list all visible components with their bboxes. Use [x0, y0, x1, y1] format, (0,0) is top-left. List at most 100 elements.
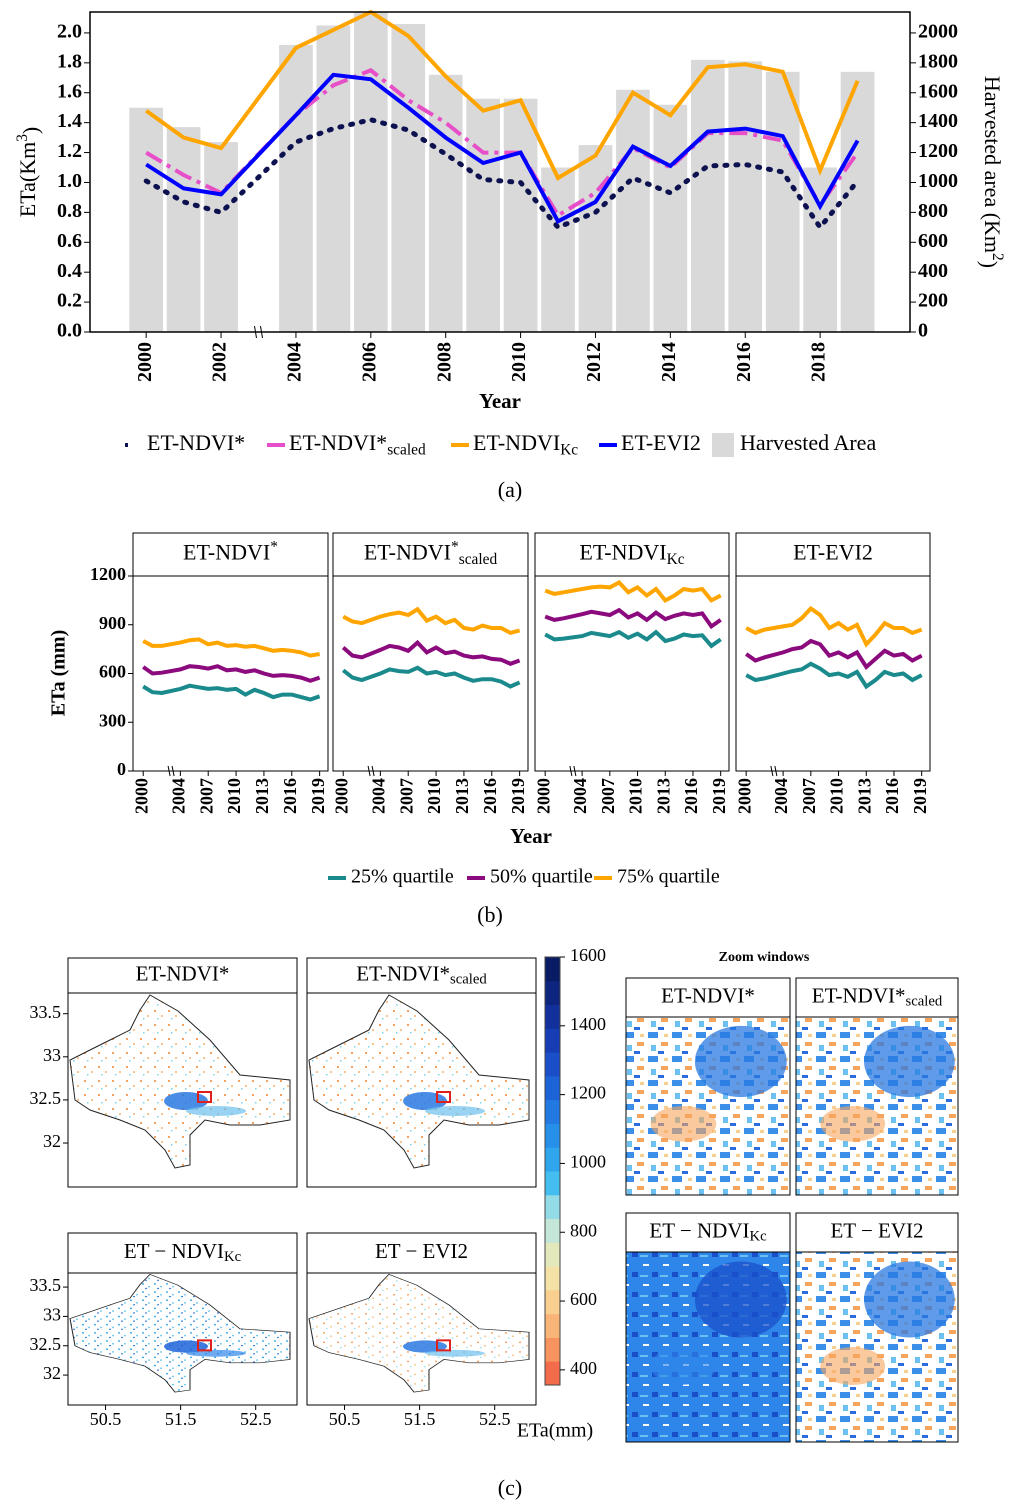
bar: [579, 145, 613, 332]
zoom-title: Zoom windows: [719, 950, 810, 965]
bar: [317, 25, 351, 332]
legend-label-part: Kc: [560, 441, 578, 458]
x-tick-label: 2000: [734, 778, 754, 814]
y-axis-label: ETa (mm): [48, 630, 70, 716]
facet-title-part: ET-EVI2: [793, 540, 873, 565]
x-tick-label: 2016: [681, 778, 701, 814]
legend-label: 50% quartile: [490, 866, 593, 888]
colorbar-segment: [545, 1005, 560, 1029]
x-tick-label: 2007: [396, 778, 416, 814]
x-tick-label: 2008: [433, 342, 455, 382]
y-tick-label: 32: [43, 1131, 61, 1151]
y2-axis-label-part: Harvested area (Km: [980, 76, 1005, 253]
y2-tick-label: 1600: [918, 80, 958, 102]
colorbar-label: ETa(mm): [517, 1420, 593, 1442]
x-tick-label: 2002: [209, 342, 231, 382]
y-tick-label: 1200: [90, 564, 126, 584]
facet-title: ET-EVI2: [793, 540, 873, 565]
x-tick-label: 52.5: [240, 1409, 272, 1429]
colorbar-tick-label: 600: [570, 1289, 597, 1309]
caption: (a): [498, 477, 522, 502]
zoom-field: [651, 1347, 717, 1385]
x-axis-label: Year: [479, 389, 521, 413]
x-tick-label: 2019: [308, 778, 328, 814]
y-tick-label: 0.8: [57, 200, 82, 222]
x-tick-label: 2004: [368, 778, 388, 814]
y-tick-label: 900: [99, 613, 126, 633]
y-tick-label: 32.5: [30, 1088, 62, 1108]
colorbar-segment: [545, 1171, 560, 1195]
zoom-facet-title: ET-NDVI*: [661, 983, 755, 1007]
colorbar-tick-label: 800: [570, 1220, 597, 1240]
page: 0.00.20.40.60.81.01.21.41.61.82.00200400…: [0, 0, 1019, 1510]
x-tick-label: 2004: [168, 778, 188, 814]
irrigated-area: [186, 1106, 246, 1116]
y2-tick-label: 400: [918, 260, 948, 282]
legend-label-part: scaled: [387, 441, 426, 458]
zoom-facet-title-part: ET − NDVI: [649, 1218, 749, 1242]
y-tick-label: 600: [99, 662, 126, 682]
facet-title-part: ET-NDVI: [364, 540, 451, 565]
zoom-field: [864, 1026, 955, 1097]
bar: [504, 99, 538, 332]
legend-label: 25% quartile: [351, 866, 454, 888]
zoom-facet-title-part: ET-NDVI*: [661, 983, 755, 1007]
x-tick-label: 2013: [252, 778, 272, 814]
facet-title-part: scaled: [450, 972, 487, 988]
x-tick-label: 2019: [910, 778, 930, 814]
x-tick-label: 2000: [131, 778, 151, 814]
y2-tick-label: 0: [918, 320, 928, 342]
y-tick-label: 1.0: [57, 170, 82, 192]
x-tick-label: 2004: [284, 342, 306, 382]
legend-label-part: ET-EVI2: [621, 430, 701, 455]
y-tick-label: 0.4: [57, 260, 82, 282]
facet-title-part: Kc: [667, 550, 685, 567]
facet-title-part: Kc: [224, 1250, 242, 1266]
colorbar-segment: [545, 1290, 560, 1314]
y2-tick-label: 1000: [918, 170, 958, 192]
x-tick-label: 51.5: [165, 1409, 197, 1429]
y-tick-label: 32: [43, 1363, 61, 1383]
facet-title-part: *: [451, 538, 459, 555]
colorbar-segment: [545, 1147, 560, 1171]
x-tick-label: 2007: [598, 778, 618, 814]
colorbar-tick-label: 1200: [570, 1083, 606, 1103]
y-axis-label-part: ): [18, 127, 43, 134]
colorbar-tick-label: 1600: [570, 945, 606, 965]
facet-title-part: scaled: [459, 550, 498, 567]
y-tick-label: 2.0: [57, 21, 82, 43]
facet-title-part: *: [270, 538, 278, 555]
legend-label-part: ET-NDVI: [473, 430, 560, 455]
legend-swatch: [712, 433, 734, 457]
facet-title: ET-NDVI*: [136, 961, 230, 985]
y-axis-label-part: ETa(Km: [15, 142, 40, 217]
y-tick-label: 0.0: [57, 320, 82, 342]
y-tick-label: 33: [43, 1305, 61, 1325]
colorbar-segment: [545, 1361, 560, 1385]
x-tick-label: 2004: [570, 778, 590, 814]
y-tick-label: 1.8: [57, 50, 82, 72]
bar: [391, 24, 425, 332]
x-tick-label: 2010: [224, 778, 244, 814]
zoom-facet-title-part: scaled: [906, 994, 943, 1010]
x-tick-label: 2016: [882, 778, 902, 814]
x-tick-label: 2013: [653, 778, 673, 814]
zoom-field: [820, 1347, 885, 1385]
bar: [728, 61, 762, 332]
zoom-field: [695, 1026, 787, 1097]
bar: [279, 45, 313, 332]
y-tick-label: 0: [117, 759, 126, 779]
y-tick-label: 32.5: [30, 1334, 62, 1354]
colorbar-segment: [545, 1266, 560, 1290]
x-tick-label: 52.5: [479, 1409, 511, 1429]
colorbar-segment: [545, 957, 560, 981]
bar: [466, 99, 500, 332]
colorbar-segment: [545, 1052, 560, 1076]
y-tick-label: 1.2: [57, 140, 82, 162]
zoom-facet-title-part: ET − EVI2: [830, 1218, 923, 1242]
y2-tick-label: 2000: [918, 21, 958, 43]
facet-title-part: ET − NDVI: [124, 1239, 224, 1263]
x-tick-label: 2010: [626, 778, 646, 814]
x-tick-label: 2016: [480, 778, 500, 814]
colorbar-segment: [545, 1195, 560, 1219]
